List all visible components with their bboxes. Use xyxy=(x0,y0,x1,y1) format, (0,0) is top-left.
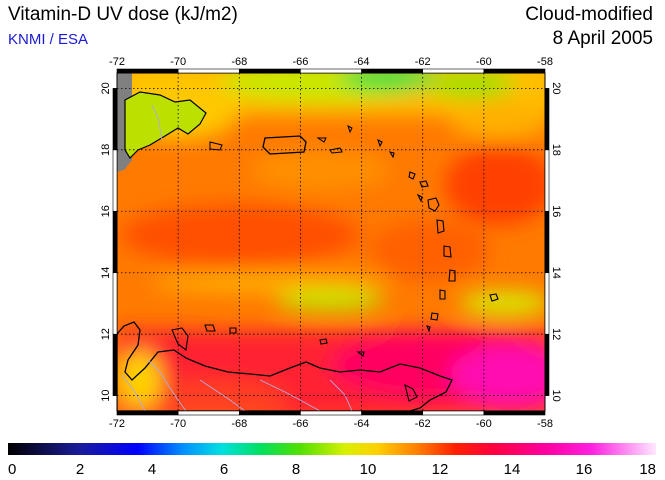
lat-tick-right-0: 10 xyxy=(550,390,562,402)
frame-bar-bottom-5 xyxy=(422,410,485,416)
lat-tick-left-1: 12 xyxy=(100,328,112,340)
frame-bar-bottom-1 xyxy=(177,410,240,416)
subtitle-text: Cloud-modified xyxy=(525,4,653,25)
frame-bar-right-0 xyxy=(544,333,550,396)
lat-tick-left-5: 20 xyxy=(100,82,112,94)
colorbar-label-5: 10 xyxy=(360,461,377,478)
lon-tick-top-2: -68 xyxy=(231,56,247,68)
hispaniola-land xyxy=(124,91,207,159)
frame-bar-bottom-3 xyxy=(300,410,362,416)
lat-tick-right-5: 20 xyxy=(550,82,562,94)
frame-border-bars xyxy=(112,68,550,416)
lesser-antilles-outline xyxy=(377,138,499,333)
lon-tick-bottom-6: -60 xyxy=(476,418,492,430)
lon-tick-top-7: -58 xyxy=(537,56,553,68)
lat-tick-right-4: 18 xyxy=(550,144,562,156)
frame-bar-top-5 xyxy=(422,68,485,74)
lat-tick-right-3: 16 xyxy=(550,205,562,217)
frame-bar-left-3 xyxy=(112,149,118,212)
frame-bar-left-0 xyxy=(112,333,118,396)
longitude-ticks-bottom: -72 -70 -68 -66 -64 -62 -60 -58 xyxy=(109,418,553,430)
frame-bar-right-3 xyxy=(544,149,550,212)
frame-bar-right-4 xyxy=(544,88,550,151)
lon-tick-top-3: -66 xyxy=(292,56,308,68)
lat-tick-left-4: 18 xyxy=(100,144,112,156)
frame-bar-top-1 xyxy=(177,68,240,74)
frame-bar-left-2 xyxy=(112,210,118,274)
frame-bar-bottom-4 xyxy=(361,410,424,416)
lat-tick-left-2: 14 xyxy=(100,267,112,279)
lon-tick-bottom-3: -66 xyxy=(292,418,308,430)
frame-bar-bottom-2 xyxy=(238,410,301,416)
south-america-coast xyxy=(117,321,453,411)
frame-bar-top-2 xyxy=(238,68,301,74)
latitude-ticks-left: 10 12 14 16 18 20 xyxy=(100,82,112,402)
frame-bar-top-3 xyxy=(300,68,362,74)
colorbar-label-9: 18 xyxy=(639,461,656,478)
map-title: Vitamin-D UV dose (kJ/m2) xyxy=(8,4,238,25)
lon-tick-bottom-7: -58 xyxy=(537,418,553,430)
colorbar-label-8: 16 xyxy=(576,461,593,478)
lon-tick-top-0: -72 xyxy=(109,56,125,68)
lat-tick-right-1: 12 xyxy=(550,328,562,340)
colorbar-label-7: 14 xyxy=(504,461,521,478)
credit-text: KNMI / ESA xyxy=(8,31,89,48)
frame-bar-top-0 xyxy=(116,68,179,74)
trinidad-outline xyxy=(404,383,418,402)
abc-islands-outline xyxy=(171,324,365,357)
lat-tick-left-3: 16 xyxy=(100,205,112,217)
frame-bar-top-4 xyxy=(361,68,424,74)
frame-bar-right-1 xyxy=(544,272,550,335)
lon-tick-bottom-4: -64 xyxy=(354,418,370,430)
colorbar-label-4: 8 xyxy=(292,461,300,478)
colorbar-label-2: 4 xyxy=(148,461,156,478)
puerto-rico-outline xyxy=(262,135,307,155)
frame-bar-bottom-0 xyxy=(116,410,179,416)
lon-tick-bottom-5: -62 xyxy=(415,418,431,430)
grid-lines xyxy=(116,73,546,411)
lon-tick-bottom-2: -68 xyxy=(231,418,247,430)
colorbar xyxy=(8,443,656,455)
frame-bar-bottom-6 xyxy=(483,410,546,416)
lat-tick-left-0: 10 xyxy=(100,390,112,402)
lon-tick-top-4: -64 xyxy=(354,56,370,68)
colorbar-label-0: 0 xyxy=(8,461,16,478)
lon-tick-top-6: -60 xyxy=(476,56,492,68)
island-outline xyxy=(209,141,223,151)
longitude-ticks-top: -72 -70 -68 -66 -64 -62 -60 -58 xyxy=(109,56,553,68)
lat-tick-right-2: 14 xyxy=(550,267,562,279)
frame-bar-left-4 xyxy=(112,88,118,151)
colorbar-labels: 0 2 4 6 8 10 12 14 16 18 xyxy=(8,461,656,478)
lon-tick-bottom-1: -70 xyxy=(170,418,186,430)
lon-tick-bottom-0: -72 xyxy=(109,418,125,430)
frame-bar-right-2 xyxy=(544,210,550,274)
colorbar-label-1: 2 xyxy=(76,461,84,478)
lon-tick-top-1: -70 xyxy=(170,56,186,68)
date-text: 8 April 2005 xyxy=(552,28,653,49)
country-borders xyxy=(121,104,353,411)
lon-tick-top-5: -62 xyxy=(415,56,431,68)
dose-field xyxy=(117,73,545,411)
virgin-islands-outline xyxy=(316,125,353,154)
colorbar-label-3: 6 xyxy=(220,461,228,478)
colorbar-label-6: 12 xyxy=(432,461,449,478)
frame-bar-top-6 xyxy=(483,68,546,74)
frame-bar-left-1 xyxy=(112,272,118,335)
latitude-ticks-right: 10 12 14 16 18 20 xyxy=(550,82,562,402)
